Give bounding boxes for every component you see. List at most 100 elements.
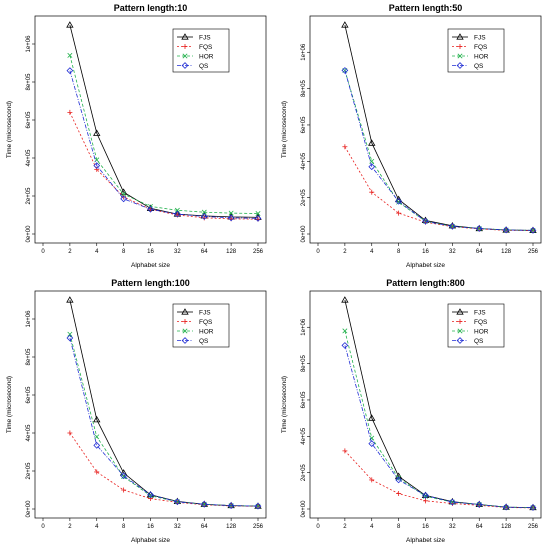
legend-label-fjs: FJS — [199, 309, 211, 316]
marker-hor-2 — [396, 475, 402, 481]
plot-frame — [309, 290, 542, 519]
marker-hor-1 — [369, 435, 375, 441]
y-tick-label: 6e+05 — [26, 386, 32, 404]
y-tick-label: 4e+05 — [301, 152, 307, 170]
legend-label-fqs: FQS — [474, 319, 488, 326]
x-tick-label: 8 — [122, 249, 126, 255]
marker-qs-6 — [502, 503, 510, 511]
marker-qs-6 — [227, 214, 235, 222]
marker-fqs-0 — [67, 430, 73, 436]
marker-fqs-legend — [457, 319, 463, 324]
marker-fqs-legend — [182, 319, 188, 324]
series-line-fjs — [69, 299, 259, 507]
y-tick-label: 0e+00 — [301, 500, 307, 518]
marker-hor-4 — [174, 207, 180, 213]
marker-fjs-0 — [66, 21, 74, 28]
marker-qs-3 — [422, 492, 429, 499]
marker-qs-4 — [449, 223, 456, 230]
chart-title: Pattern length:800 — [386, 278, 465, 288]
marker-fqs-2 — [396, 210, 402, 216]
series-line-hor — [69, 55, 259, 214]
x-tick-label: 32 — [174, 249, 181, 255]
x-tick-label: 128 — [501, 249, 512, 255]
marker-hor-1 — [369, 158, 375, 164]
y-tick-label: 4e+05 — [26, 424, 32, 442]
y-tick-label: 4e+05 — [301, 427, 307, 445]
marker-qs-4 — [449, 498, 456, 506]
marker-qs-2 — [120, 195, 127, 203]
marker-fjs-1 — [368, 414, 376, 421]
y-tick-label: 8e+05 — [26, 348, 32, 366]
x-tick-label: 4 — [95, 524, 99, 530]
x-tick-label: 2 — [343, 524, 347, 530]
marker-fqs-0 — [342, 448, 348, 454]
marker-fqs-0 — [67, 109, 73, 115]
series-line-fjs — [344, 299, 534, 508]
marker-fjs-0 — [66, 296, 74, 303]
legend-label-qs: QS — [199, 338, 209, 345]
series-line-fjs — [344, 24, 534, 231]
marker-fqs-2 — [396, 491, 402, 497]
x-tick-label: 64 — [476, 249, 483, 255]
marker-hor-legend — [457, 328, 463, 334]
marker-fjs-2 — [119, 469, 128, 476]
marker-hor-0 — [67, 52, 73, 58]
x-tick-label: 16 — [147, 524, 154, 530]
x-tick-label: 8 — [122, 524, 126, 530]
marker-qs-7 — [529, 226, 537, 234]
x-axis-label: Alphabet size — [406, 262, 445, 269]
legend-label-fjs: FJS — [474, 34, 486, 41]
x-tick-label: 0 — [41, 524, 45, 530]
chart-title: Pattern length:10 — [114, 3, 188, 13]
marker-fjs-1 — [93, 129, 101, 136]
y-axis-label: Time (microsecond) — [281, 101, 288, 158]
y-tick-label: 2e+05 — [26, 187, 32, 205]
chart-panel-1: Pattern length:10 0 2 4 8 16 32 64 128 256 0e+00 2e… — [6, 3, 267, 269]
x-tick-label: 4 — [370, 249, 374, 255]
marker-qs-7 — [529, 504, 537, 511]
marker-qs-5 — [200, 213, 208, 220]
x-tick-label: 128 — [226, 524, 237, 530]
legend-label-hor: HOR — [474, 53, 489, 60]
marker-fjs-0 — [341, 296, 349, 303]
marker-fjs-legend — [456, 33, 464, 40]
y-tick-label: 2e+05 — [301, 189, 307, 207]
marker-hor-6 — [228, 210, 234, 216]
x-tick-label: 8 — [397, 249, 401, 255]
x-tick-label: 256 — [528, 249, 539, 255]
legend-label-hor: HOR — [199, 53, 214, 60]
chart-panel-4: Pattern length:800 0 2 4 8 16 32 64 128 256 0e+00 2… — [281, 278, 542, 544]
marker-qs-0 — [66, 334, 74, 342]
marker-qs-3 — [147, 491, 154, 499]
x-tick-label: 8 — [397, 524, 401, 530]
marker-qs-3 — [147, 205, 154, 213]
x-tick-label: 2 — [68, 249, 72, 255]
x-tick-label: 64 — [476, 524, 483, 530]
chart-panel-2: Pattern length:50 0 2 4 8 16 32 64 128 256 0e+00 2e… — [281, 3, 542, 269]
marker-qs-legend — [456, 337, 464, 344]
y-tick-label: 1e+06 — [26, 310, 32, 328]
legend-label-fqs: FQS — [474, 44, 488, 51]
marker-qs-5 — [475, 501, 483, 508]
chart-title: Pattern length:100 — [111, 278, 190, 288]
marker-hor-2 — [396, 199, 402, 205]
legend-label-fqs: FQS — [199, 319, 213, 326]
marker-qs-0 — [66, 67, 74, 74]
x-tick-label: 256 — [253, 524, 264, 530]
x-tick-label: 16 — [422, 524, 429, 530]
marker-qs-1 — [368, 163, 376, 171]
marker-qs-5 — [475, 225, 483, 232]
plot-frame — [309, 15, 542, 244]
marker-qs-1 — [368, 440, 376, 447]
marker-fqs-3 — [148, 496, 153, 502]
legend-label-hor: HOR — [474, 328, 489, 335]
series-line-qs — [69, 70, 259, 219]
y-tick-label: 0e+00 — [301, 225, 307, 243]
y-tick-label: 1e+06 — [301, 43, 307, 61]
marker-qs-2 — [395, 197, 402, 205]
chart-panel-3: Pattern length:100 0 2 4 8 16 32 64 128 256 0e+00 2… — [6, 278, 267, 544]
y-tick-label: 0e+00 — [26, 500, 32, 518]
marker-fqs-2 — [121, 487, 127, 493]
y-tick-label: 2e+05 — [301, 464, 307, 482]
series-line-qs — [69, 337, 259, 507]
